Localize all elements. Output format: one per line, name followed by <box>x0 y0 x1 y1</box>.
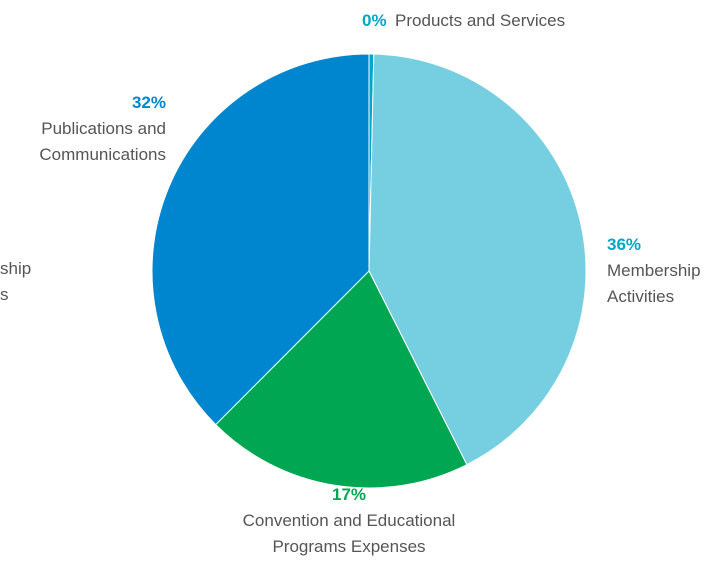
percent-convention-programs: 17% <box>332 485 366 504</box>
name-convention-programs-line1: Convention and Educational <box>243 511 456 530</box>
pie-slice-membership-activities <box>368 53 587 466</box>
label-products-and-services: 0% Products and Services <box>362 11 565 30</box>
name-membership-activities-line1: Membership <box>607 261 701 280</box>
percent-products-and-services: 0% <box>362 11 387 30</box>
pie-slices <box>151 53 587 489</box>
pie-labels: 0% Products and Services 36% Membership … <box>0 11 701 556</box>
percent-membership-activities: 36% <box>607 235 641 254</box>
percent-publications-communications: 32% <box>132 93 166 112</box>
name-convention-programs-line2: Programs Expenses <box>272 537 425 556</box>
name-publications-communications-line2: Communications <box>39 145 166 164</box>
partial-label-line1: ship <box>0 259 31 278</box>
pie-slice-convention-and-educational-programs-expenses <box>214 270 468 489</box>
name-publications-communications-line1: Publications and <box>41 119 166 138</box>
name-membership-activities-line2: Activities <box>607 287 674 306</box>
partial-label-line2: s <box>0 285 9 304</box>
pie-slice-publications-and-communications <box>151 53 370 426</box>
name-products-and-services: Products and Services <box>395 11 565 30</box>
